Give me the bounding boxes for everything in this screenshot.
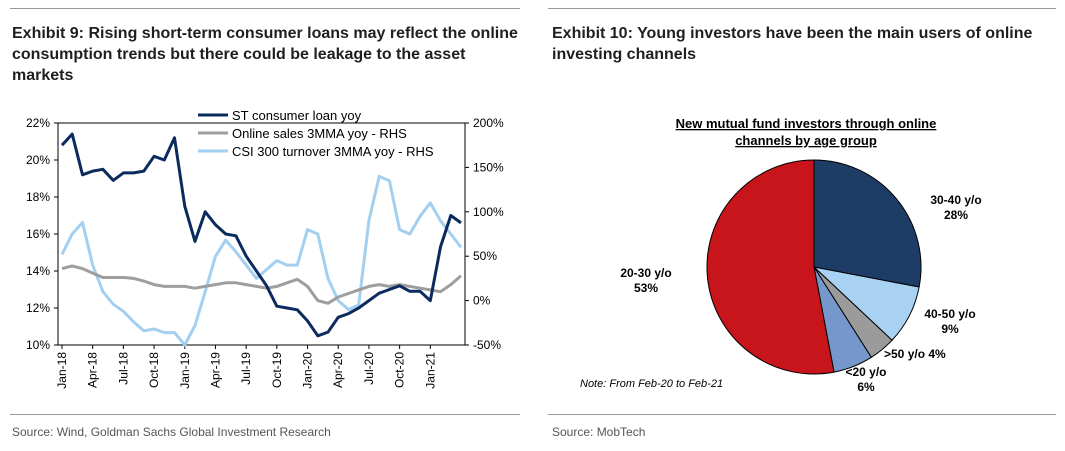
series-line-online-sales-3mma-yoy-rhs (61, 264, 462, 305)
left-exhibit-title: Exhibit 9: Rising short-term consumer lo… (12, 25, 518, 84)
line-chart: 10% 12% 14% 16% 18% 20% 22% -50% 0% 50% 100% 150% 20… (26, 108, 504, 389)
x-tick-label: Jan-18 (55, 352, 69, 389)
pie-slice-label: >50 y/o 4% (884, 347, 946, 361)
y-right-tick-label: 100% (473, 205, 504, 219)
x-tick-label: Oct-20 (393, 352, 407, 388)
y-left-tick-label: 18% (26, 190, 50, 204)
left-top-rule (10, 8, 520, 9)
x-tick-label: Jul-20 (362, 352, 376, 385)
left-bottom-rule (10, 414, 520, 415)
y-right-tick-label: 200% (473, 116, 504, 130)
right-exhibit-title: Exhibit 10: Young investors have been th… (552, 25, 1033, 63)
x-tick-label: Jul-18 (116, 352, 130, 385)
y-right-tick-label: 50% (473, 249, 497, 263)
series-line-csi-300-turnover-3mma-yoy-rhs (60, 174, 463, 347)
x-tick-label: Jan-20 (301, 352, 315, 389)
x-tick-label: Apr-20 (331, 352, 345, 388)
pie-slices (706, 159, 922, 375)
right-bottom-rule (548, 414, 1056, 415)
pie-note: Note: From Feb-20 to Feb-21 (580, 378, 723, 390)
legend-label: ST consumer loan yoy (232, 108, 362, 123)
pie-title-line-1: New mutual fund investors through online (676, 116, 937, 131)
y-right-tick-label: -50% (473, 338, 501, 352)
pie-slice-30-40-y-o (813, 159, 922, 288)
x-tick-label: Oct-19 (270, 352, 284, 388)
pie-chart: New mutual fund investors through online… (580, 116, 982, 394)
series-line-st-consumer-loan-yoy (60, 132, 462, 338)
right-top-rule (548, 8, 1056, 9)
y-right-tick-label: 150% (473, 160, 504, 174)
pie-slice-label: <20 y/o 6% (845, 365, 886, 394)
pie-slice-20-30-y-o (706, 159, 835, 375)
left-source: Source: Wind, Goldman Sachs Global Inves… (12, 425, 331, 439)
pie-slice-label: 40-50 y/o 9% (924, 307, 975, 336)
y-left-tick-label: 16% (26, 227, 50, 241)
x-tick-label: Apr-19 (208, 352, 222, 388)
x-tick-label: Jan-19 (178, 352, 192, 389)
pie-slice-label: 30-40 y/o 28% (930, 193, 981, 222)
x-tick-label: Jul-19 (239, 352, 253, 385)
series-lines (60, 132, 463, 347)
x-tick-label: Oct-18 (147, 352, 161, 388)
pie-title-line-2: channels by age group (735, 133, 877, 148)
legend: ST consumer loan yoy Online sales 3MMA yo… (198, 108, 434, 159)
y-left-tick-label: 14% (26, 264, 50, 278)
y-left-tick-label: 22% (26, 116, 50, 130)
y-right-tick-label: 0% (473, 294, 491, 308)
x-tick-label: Apr-18 (86, 352, 100, 388)
y-left-tick-label: 10% (26, 338, 50, 352)
axis-ticks: 10% 12% 14% 16% 18% 20% 22% -50% 0% 50% 100% 150% 20… (26, 116, 504, 389)
x-tick-label: Jan-21 (423, 352, 437, 389)
y-left-tick-label: 12% (26, 301, 50, 315)
right-source: Source: MobTech (552, 425, 646, 439)
legend-label: Online sales 3MMA yoy - RHS (232, 126, 407, 141)
pie-labels: 30-40 y/o 28% 40-50 y/o 9% >50 y/o 4% <20 y/o… (620, 193, 981, 394)
legend-label: CSI 300 turnover 3MMA yoy - RHS (232, 144, 434, 159)
y-left-tick-label: 20% (26, 153, 50, 167)
pie-slice-label: 20-30 y/o 53% (620, 266, 671, 295)
